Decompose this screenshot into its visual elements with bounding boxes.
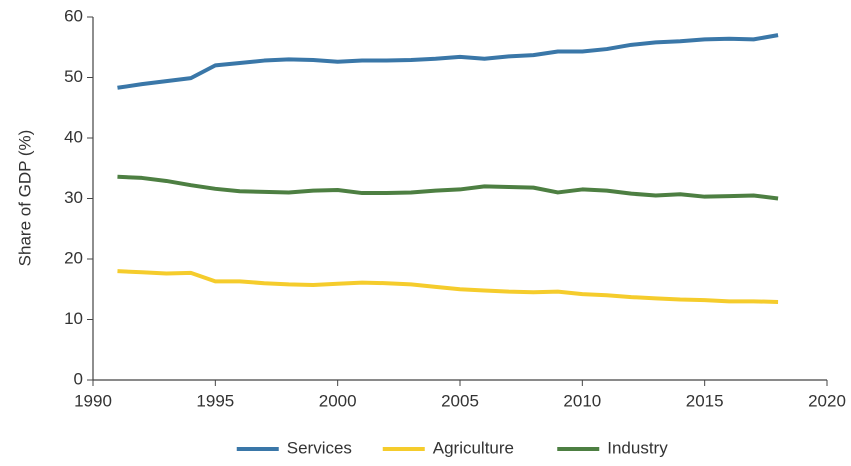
line <box>117 33 779 90</box>
y-tick-label: 10 <box>64 309 83 328</box>
y-axis-label: Share of GDP (%) <box>15 130 34 267</box>
x-tick-label: 1990 <box>74 391 112 410</box>
x-tick-label: 2000 <box>319 391 357 410</box>
y-tick-label: 60 <box>64 6 83 25</box>
y-tick-label: 30 <box>64 188 83 207</box>
legend-label: Services <box>287 438 352 457</box>
y-tick-label: 0 <box>74 369 83 388</box>
y-tick-label: 50 <box>64 67 83 86</box>
legend-label: Industry <box>607 438 668 457</box>
x-tick-label: 2020 <box>808 391 846 410</box>
x-tick-label: 2005 <box>441 391 479 410</box>
x-tick-label: 2015 <box>686 391 724 410</box>
line <box>117 174 779 201</box>
x-tick-label: 1995 <box>196 391 234 410</box>
line <box>117 269 779 304</box>
y-tick-label: 20 <box>64 248 83 267</box>
x-tick-label: 2010 <box>563 391 601 410</box>
legend-label: Agriculture <box>433 438 514 457</box>
y-tick-label: 40 <box>64 127 83 146</box>
